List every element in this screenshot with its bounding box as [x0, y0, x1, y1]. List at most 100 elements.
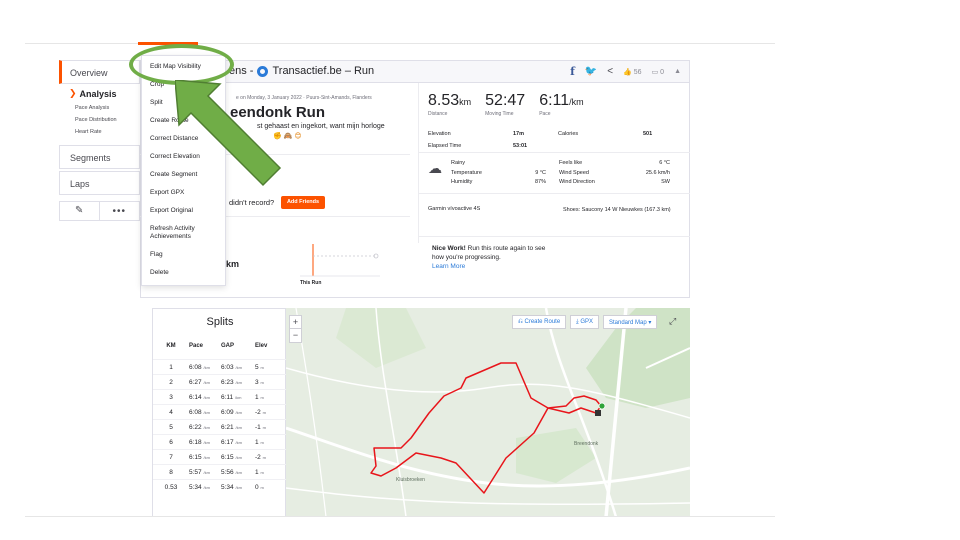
menu-item-split[interactable]: Split: [150, 99, 163, 106]
top-divider: [25, 43, 775, 44]
map-woodland: [516, 428, 596, 483]
nice-work-text: Run this route again to see how you're p…: [432, 245, 546, 261]
elapsed-time-value: 53:01: [513, 143, 528, 149]
export-gpx-button[interactable]: ⤓ GPX: [570, 315, 599, 329]
split-km: 5: [169, 423, 173, 431]
wind-speed-label: Wind Speed: [559, 169, 589, 176]
comment-button[interactable]: ▭ 0: [652, 68, 664, 76]
stat-pace: 6:11/km Pace: [539, 92, 583, 117]
weather-condition: Rainy: [451, 160, 466, 166]
wind-direction-label: Wind Direction: [559, 179, 595, 185]
rain-cloud-icon: ☁: [428, 160, 442, 176]
map-woodland: [336, 308, 426, 368]
splits-title: Splits: [206, 316, 234, 328]
thumbs-up-icon: 👍: [623, 68, 632, 76]
split-pace: 5:57 /km: [189, 468, 210, 476]
create-route-button[interactable]: ⎌ Create Route: [512, 315, 567, 329]
map-type-select[interactable]: Standard Map ▾: [603, 315, 658, 329]
map-road: [645, 347, 690, 369]
chevron-right-icon: ❯: [69, 88, 77, 98]
table-row: 3 6:14 /km 6:11 /km 1 m: [153, 389, 287, 404]
shoes-info: Shoes: Saucony 14 W Nieuwkes (167.3 km): [563, 207, 671, 213]
kudos-count: 56: [633, 68, 642, 76]
finish-marker-icon: [595, 410, 601, 416]
comment-icon: ▭: [651, 68, 659, 76]
route-line: [370, 362, 602, 494]
primary-stats: 8.53km Distance 52:47 Moving Time 6:11/k…: [428, 92, 584, 117]
fullscreen-icon[interactable]: ⤢: [669, 316, 677, 326]
split-pace: 5:34 /km: [189, 483, 210, 491]
sidebar-item-laps[interactable]: Laps: [59, 171, 140, 195]
ellipsis-icon[interactable]: •••: [112, 205, 126, 217]
menu-item-delete[interactable]: Delete: [150, 269, 169, 276]
split-pace: 6:22 /km: [189, 423, 210, 431]
table-row: 5 6:22 /km 6:21 /km -1 m: [153, 419, 287, 434]
split-pace: 6:08 /km: [189, 408, 210, 416]
splits-table: Splits KM Pace GAP Elev 1 6:08 /km 6:03 /k…: [152, 308, 287, 517]
wind-speed-value: 25.6 km/h: [645, 169, 670, 176]
map-road: [286, 426, 690, 488]
pencil-icon[interactable]: ✎: [60, 202, 100, 220]
menu-item-refresh-achievements[interactable]: Refresh Activity Achievements: [150, 225, 195, 240]
emoji-icons: ✊ 🙈 😊: [273, 133, 302, 140]
zoom-out-button[interactable]: −: [292, 330, 299, 340]
sidebar-item-segments[interactable]: Segments: [59, 145, 140, 169]
twitter-icon[interactable]: 🐦: [584, 66, 598, 77]
comment-count: 0: [660, 68, 665, 76]
menu-item-correct-elevation[interactable]: Correct Elevation: [150, 153, 200, 160]
menu-item-correct-distance[interactable]: Correct Distance: [150, 135, 199, 142]
split-gap: 6:15 /km: [221, 453, 242, 461]
header-title-suffix: Transactief.be – Run: [272, 65, 375, 77]
splits-header-pace: Pace: [189, 343, 204, 349]
secondary-stats: Elevation 17m Calories 501 Elapsed Time …: [428, 128, 658, 152]
sidebar-subitem-heart-rate[interactable]: Heart Rate: [75, 129, 102, 135]
sidebar-item-label: Analysis: [79, 88, 117, 99]
map-road: [286, 487, 690, 506]
activity-header: ens - Transactief.be – Run f 🐦 < 👍 56 ▭ …: [140, 60, 690, 83]
sidebar-subitem-pace-analysis[interactable]: Pace Analysis: [75, 105, 110, 111]
zoom-in-button[interactable]: +: [290, 316, 301, 329]
nice-work-heading: Nice Work!: [432, 245, 466, 252]
share-icon[interactable]: <: [607, 66, 614, 77]
this-run-label: This Run: [300, 280, 322, 286]
menu-item-flag[interactable]: Flag: [150, 251, 163, 258]
sidebar-subitem-pace-distribution[interactable]: Pace Distribution: [75, 117, 117, 123]
map-zoom-controls: + −: [289, 315, 302, 343]
wind-labels: Feels like Wind Speed Wind Direction: [559, 159, 595, 188]
facebook-icon[interactable]: f: [570, 65, 575, 78]
split-km: 2: [169, 378, 173, 386]
vertical-divider: [418, 83, 419, 243]
weather-labels: Rainy Temperature Humidity: [451, 159, 482, 188]
learn-more-link[interactable]: Learn More: [432, 263, 466, 270]
active-tab-indicator: [138, 42, 198, 45]
sidebar-item-analysis[interactable]: ❯ Analysis: [59, 88, 140, 99]
chevron-up-icon[interactable]: ▲: [674, 68, 681, 75]
split-pace: 6:27 /km: [189, 378, 210, 386]
distance-value: 8.53: [428, 92, 460, 109]
menu-item-create-segment[interactable]: Create Segment: [150, 171, 198, 178]
add-friends-button[interactable]: Add Friends: [281, 196, 325, 209]
humidity-label: Humidity: [451, 179, 473, 185]
split-gap: 6:21 /km: [221, 423, 242, 431]
table-row: 2 6:27 /km 6:23 /km 3 m: [153, 374, 287, 389]
activity-name: eendonk Run: [230, 104, 326, 121]
activity-header-title: ens - Transactief.be – Run: [229, 65, 374, 77]
splits-header-gap: GAP: [221, 343, 235, 349]
menu-item-crop[interactable]: Crop: [150, 81, 165, 88]
split-elev: -2 m: [255, 453, 266, 461]
split-elev: -2 m: [255, 408, 266, 416]
split-pace: 6:15 /km: [189, 453, 210, 461]
header-title-prefix: ens -: [229, 65, 254, 77]
menu-item-export-gpx[interactable]: Export GPX: [150, 189, 185, 196]
menu-item-export-original[interactable]: Export Original: [150, 207, 193, 214]
menu-item-create-route[interactable]: Create Route: [150, 117, 189, 124]
splits-header-elev: Elev: [255, 343, 268, 349]
calories-value: 501: [643, 131, 653, 137]
comparison-mini-chart: [300, 244, 380, 277]
route-map[interactable]: Breendonk Kluisbroeken: [286, 308, 690, 517]
feels-like-label: Feels like: [559, 160, 583, 166]
table-row: 4 6:08 /km 6:09 /km -2 m: [153, 404, 287, 419]
stat-distance: 8.53km Distance: [428, 92, 471, 117]
kudos-button[interactable]: 👍 56: [623, 68, 641, 76]
sidebar-item-overview[interactable]: Overview: [59, 60, 140, 84]
